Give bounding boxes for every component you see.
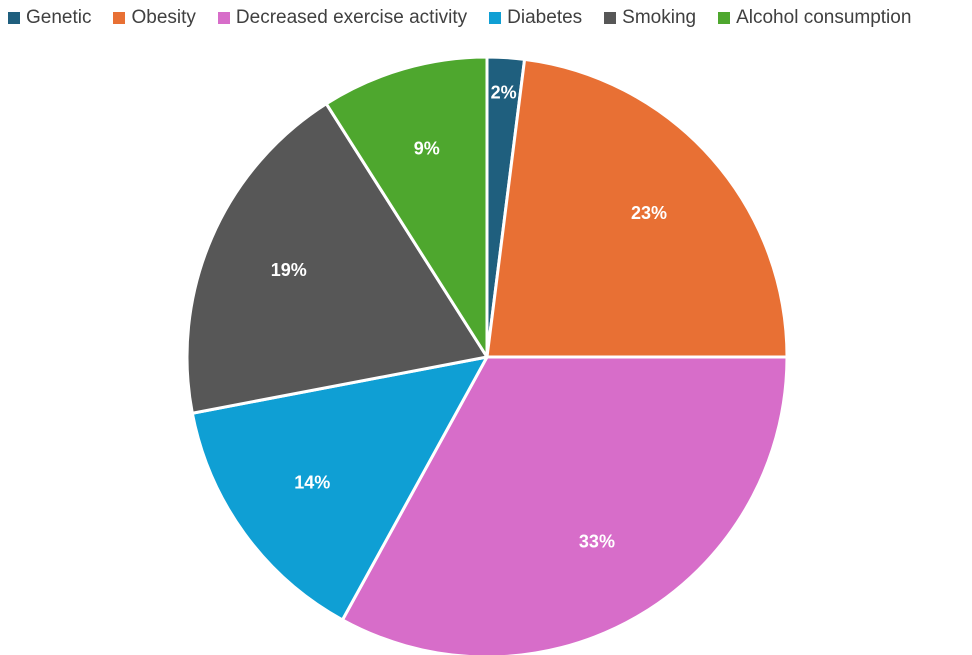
legend-item-decreased-exercise: Decreased exercise activity	[217, 7, 468, 29]
legend-swatch-smoking	[604, 12, 617, 24]
data-label-alcohol-consumption: 9%	[414, 138, 440, 158]
legend-item-genetic: Genetic	[8, 7, 91, 29]
data-label-genetic: 2%	[491, 82, 517, 102]
legend-swatch-diabetes	[489, 12, 502, 24]
data-label-diabetes: 14%	[294, 473, 330, 493]
legend-item-obesity: Obesity	[113, 7, 196, 29]
legend-swatch-decreased-exercise	[217, 12, 230, 24]
data-label-decreased-exercise-activity: 33%	[579, 532, 615, 552]
legend-label-smoking: Smoking	[622, 7, 697, 28]
chart-legend: Genetic Obesity Decreased exercise activ…	[8, 7, 911, 29]
pie-slice-obesity	[485, 57, 789, 359]
legend-swatch-genetic	[8, 12, 20, 24]
pie-slice-smoking	[185, 102, 489, 415]
pie-slice-decreased-exercise-activity	[340, 355, 789, 655]
pie-slice-diabetes	[190, 355, 489, 622]
legend-label-obesity: Obesity	[131, 7, 196, 28]
legend-label-alcohol: Alcohol consumption	[736, 7, 912, 28]
legend-item-alcohol: Alcohol consumption	[718, 7, 911, 29]
legend-label-decreased-exercise: Decreased exercise activity	[235, 7, 468, 28]
legend-label-diabetes: Diabetes	[507, 7, 583, 28]
data-label-obesity: 23%	[631, 203, 667, 223]
legend-item-diabetes: Diabetes	[489, 7, 582, 29]
legend-label-genetic: Genetic	[26, 7, 92, 28]
legend-swatch-alcohol	[718, 12, 731, 24]
legend-swatch-obesity	[113, 12, 126, 24]
legend-item-smoking: Smoking	[604, 7, 696, 29]
data-label-smoking: 19%	[271, 260, 307, 280]
pie-slice-alcohol-consumption	[324, 55, 489, 359]
